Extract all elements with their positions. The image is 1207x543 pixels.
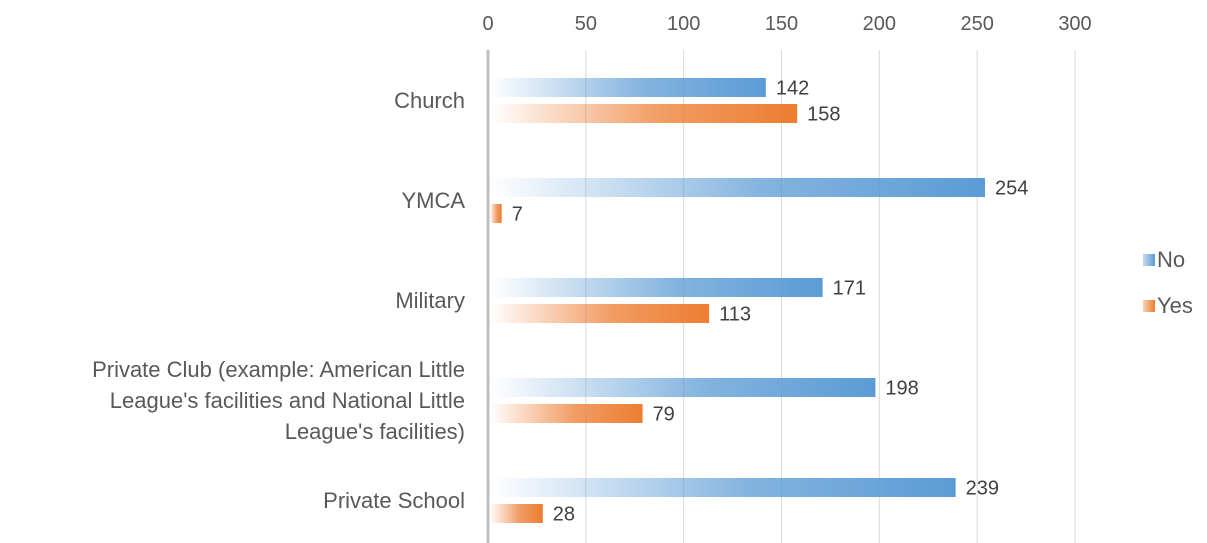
category-label: Private School: [323, 488, 465, 513]
data-label: 239: [966, 478, 999, 500]
bar-no: [490, 478, 956, 497]
bar-yes: [490, 204, 502, 223]
data-label: 113: [719, 304, 751, 326]
data-label: 142: [776, 78, 809, 100]
x-tick-label: 250: [960, 13, 993, 35]
x-tick-label: 100: [667, 13, 700, 35]
x-tick-label: 150: [765, 13, 798, 35]
category-labels: Church YMCA Military Private Club (example:…: [92, 88, 465, 513]
category-label: Military: [395, 288, 465, 313]
bar-yes: [490, 504, 543, 523]
data-label: 171: [833, 278, 866, 300]
x-tick-label: 50: [575, 13, 597, 35]
legend-label: Yes: [1157, 293, 1193, 318]
bar-no: [490, 78, 766, 97]
legend-swatch-no: [1143, 254, 1155, 266]
category-label: YMCA: [401, 188, 465, 213]
legend-label: No: [1157, 247, 1185, 272]
data-label: 158: [807, 104, 840, 126]
data-label: 7: [512, 204, 523, 226]
bar-yes: [490, 404, 643, 423]
bars: [490, 78, 985, 523]
data-labels: 142 254 171 198 239 158 7 113 79 28: [512, 78, 1029, 526]
data-label: 198: [885, 378, 918, 400]
x-tick-label: 300: [1058, 13, 1091, 35]
category-label: Church: [394, 88, 465, 113]
bar-yes: [490, 104, 798, 123]
bar-yes: [490, 304, 710, 323]
category-label: Private Club (example: American Little Le…: [92, 357, 465, 444]
x-tick-label: 200: [863, 13, 896, 35]
x-axis-ticks: 0 50 100 150 200 250 300: [482, 13, 1091, 35]
data-label: 28: [553, 504, 575, 526]
legend: No Yes: [1143, 247, 1193, 318]
data-label: 254: [995, 178, 1028, 200]
bar-no: [490, 378, 876, 397]
data-label: 79: [653, 404, 675, 426]
gridlines: [486, 50, 1076, 543]
legend-swatch-yes: [1143, 300, 1155, 312]
bar-no: [490, 278, 823, 297]
bar-no: [490, 178, 985, 197]
x-tick-label: 0: [482, 13, 493, 35]
